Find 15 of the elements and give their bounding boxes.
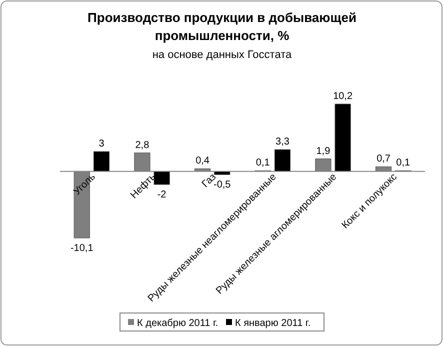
- data-label: 3: [98, 138, 105, 150]
- data-label: 1,9: [316, 146, 331, 157]
- data-label: 0,4: [196, 156, 210, 167]
- data-label: 3,3: [276, 136, 290, 148]
- data-label: 0,7: [376, 154, 391, 165]
- data-label: -10,1: [70, 243, 94, 254]
- data-label: 0,1: [396, 158, 411, 169]
- data-label: 10,2: [333, 91, 353, 102]
- chart-subtitle: на основе данных Госстата: [152, 49, 293, 61]
- data-label: 2,8: [135, 140, 150, 151]
- chart-title: Производство продукции в добывающей промышленности, %: [88, 10, 356, 43]
- data-label: 0,1: [256, 158, 270, 169]
- data-label: -2: [157, 190, 167, 201]
- legend-label: К декабрю 2011 г.: [137, 318, 218, 329]
- legend-label: К январю 2011 г.: [235, 318, 311, 329]
